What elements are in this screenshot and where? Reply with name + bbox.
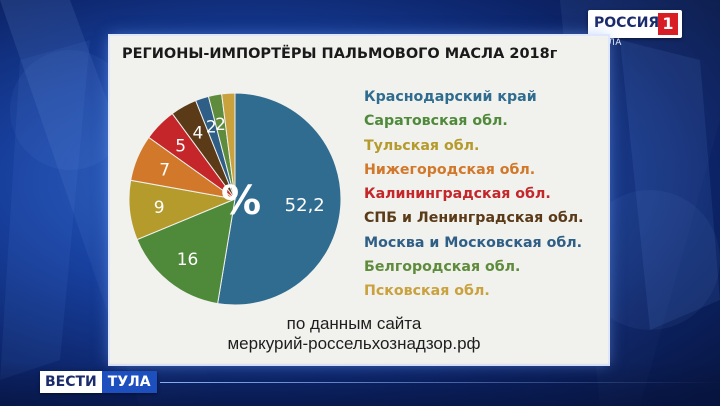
slice-value-label-2: 16 — [177, 250, 199, 270]
slice-value-label-1: 52,2 — [285, 195, 325, 216]
legend-item-6: СПБ и Ленинградская обл. — [364, 210, 584, 227]
slice-value-label-8: 2 — [215, 115, 226, 135]
slice-value-label-7: 2 — [206, 117, 217, 137]
slice-value-label-4: 7 — [159, 160, 170, 180]
program-name: ВЕСТИ — [40, 371, 102, 393]
lower-third-rule — [160, 382, 720, 383]
program-badge: ВЕСТИ ТУЛА — [40, 371, 157, 393]
source-note: по данным сайта меркурий-россельхознадзо… — [110, 314, 598, 354]
pie-chart: 52,2 16 9 754 22% — [128, 92, 342, 306]
infographic-card: РЕГИОНЫ-ИМПОРТЁРЫ ПАЛЬМОВОГО МАСЛА 2018г… — [110, 36, 608, 364]
legend-item-9: Псковская обл. — [364, 283, 490, 300]
legend-item-8: Белгородская обл. — [364, 259, 521, 276]
channel-logo: РОССИЯ 1 — [588, 10, 682, 38]
legend-item-7: Москва и Московская обл. — [364, 234, 583, 251]
program-region: ТУЛА — [101, 371, 157, 393]
logo-region-tag: ТУЛА — [596, 38, 622, 48]
pie-slice-1 — [217, 92, 342, 306]
source-line-1: по данным сайта — [286, 314, 422, 333]
legend-item-4: Нижегородская обл. — [364, 161, 536, 178]
legend-item-3: Тульская обл. — [364, 137, 480, 154]
chart-title: РЕГИОНЫ-ИМПОРТЁРЫ ПАЛЬМОВОГО МАСЛА 2018г — [122, 46, 558, 62]
slice-value-label-5: 5 — [175, 136, 186, 156]
legend-item-1: Краснодарский край — [364, 89, 537, 105]
source-line-2: меркурий-россельхознадзор.рф — [227, 334, 481, 353]
pie-slice-9 — [221, 92, 236, 200]
legend-item-5: Калининградская обл. — [364, 186, 551, 203]
channel-name: РОССИЯ — [594, 15, 660, 31]
chart-legend: Краснодарский край Саратовская обл. Тульск… — [364, 85, 584, 304]
slice-value-label-3: 9 — [154, 198, 165, 218]
pie-slice-2 — [136, 198, 236, 305]
channel-number: 1 — [658, 13, 678, 35]
pie-center-label: % — [221, 178, 261, 224]
legend-item-2: Саратовская обл. — [364, 113, 508, 130]
slice-value-label-6: 4 — [193, 123, 204, 143]
